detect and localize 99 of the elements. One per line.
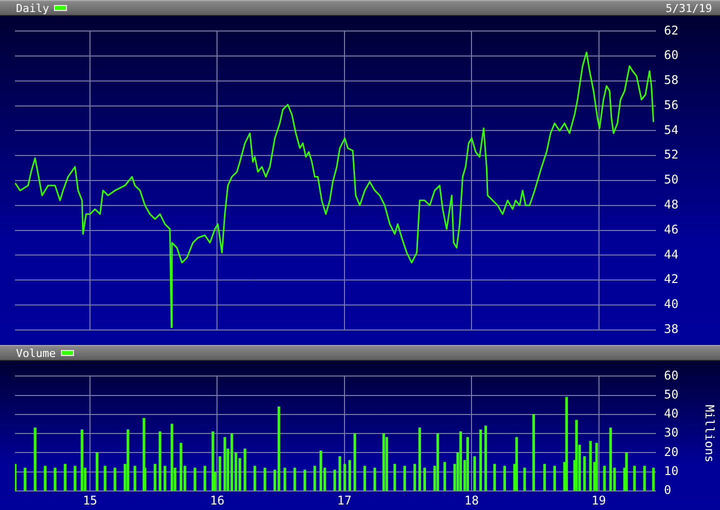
y-tick-label: 60 (664, 48, 678, 62)
bar (158, 431, 162, 491)
bar (230, 433, 234, 491)
y-tick-label: 46 (664, 222, 678, 236)
bar (343, 464, 346, 491)
bar (595, 442, 598, 491)
y-tick-label: 56 (664, 98, 678, 112)
x-tick-label: 18 (464, 493, 479, 508)
bar (466, 437, 469, 491)
bar (304, 470, 306, 491)
bar (204, 466, 206, 491)
y-tick-label: 40 (664, 297, 678, 312)
bar (170, 424, 174, 491)
text: Volume (16, 346, 56, 360)
y-tick-label: 38 (664, 322, 678, 336)
bar (515, 437, 518, 491)
bar (643, 466, 646, 491)
bar (583, 456, 586, 491)
bar (543, 464, 546, 491)
bar (154, 464, 156, 491)
bar (64, 464, 66, 491)
bar (34, 428, 36, 491)
bar (373, 468, 376, 491)
bar (493, 464, 496, 491)
bar (74, 466, 76, 491)
bar (293, 468, 296, 491)
bar (443, 462, 446, 491)
bar (652, 468, 655, 491)
bar (479, 429, 482, 491)
bar (625, 452, 628, 491)
y-tick-label: 0 (664, 483, 672, 498)
bar (363, 466, 366, 491)
bar (503, 466, 506, 491)
y-tick-label: 10 (664, 464, 678, 478)
bar (224, 437, 226, 491)
bar (575, 420, 578, 491)
bar (393, 464, 396, 491)
bar (244, 448, 246, 491)
x-tick-label: 19 (592, 493, 606, 508)
bar (218, 456, 222, 491)
y-tick-label: 42 (664, 272, 678, 286)
y-tick-label: 60 (664, 368, 678, 382)
y-axis-title: Millions (702, 404, 717, 462)
bar (403, 466, 406, 491)
bar (436, 433, 440, 491)
bar (382, 433, 386, 491)
bar (96, 452, 98, 491)
bar (633, 466, 636, 491)
bar (385, 437, 388, 491)
bar (459, 431, 462, 491)
bar (603, 466, 606, 491)
bar (423, 468, 426, 491)
bar (348, 460, 352, 491)
bar (354, 433, 356, 491)
bar (54, 468, 56, 491)
y-tick-label: 48 (664, 198, 678, 212)
bar (44, 466, 46, 491)
bar (104, 466, 106, 491)
bar (609, 428, 612, 491)
bar (134, 466, 136, 491)
bar (264, 468, 266, 491)
y-tick-label: 20 (664, 444, 678, 459)
y-tick-label: 54 (664, 122, 678, 137)
bar (114, 468, 116, 491)
bar (180, 442, 182, 491)
bar (553, 466, 556, 491)
x-tick-label: 15 (82, 493, 98, 508)
bar (473, 456, 476, 491)
bar (278, 406, 280, 491)
y-tick-label: 50 (664, 387, 678, 402)
bar (320, 450, 322, 491)
bar (565, 396, 568, 491)
x-tick-label: 17 (337, 493, 352, 508)
bar (484, 426, 488, 491)
y-tick-label: 30 (664, 426, 678, 440)
y-tick-label: 50 (664, 172, 678, 187)
bar (80, 429, 84, 491)
bar (126, 429, 130, 491)
bar (24, 468, 26, 491)
bar (194, 468, 196, 491)
bar (333, 470, 336, 491)
bar (254, 466, 256, 491)
bar (413, 464, 416, 491)
text: 5/31/19 (666, 2, 712, 14)
bar (523, 468, 526, 491)
y-tick-label: 62 (664, 23, 678, 38)
bar (589, 440, 592, 491)
bar (532, 414, 535, 491)
bar (164, 466, 166, 491)
y-tick-label: 52 (664, 148, 678, 162)
legend-label: Daily (16, 2, 50, 14)
x-tick-label: 16 (210, 493, 224, 508)
bar (313, 466, 316, 491)
y-tick-label: 44 (664, 247, 678, 262)
y-tick-label: 40 (664, 406, 678, 421)
y-tick-label: 58 (664, 73, 678, 88)
bar (284, 468, 286, 491)
bar (418, 428, 422, 491)
bar (338, 456, 342, 491)
